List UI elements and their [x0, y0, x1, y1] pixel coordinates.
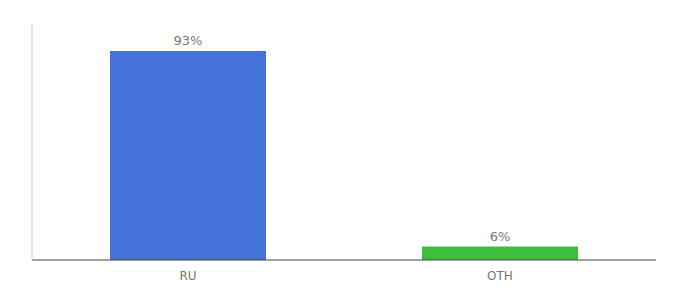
- y-axis-line: [32, 24, 33, 260]
- chart-container: 93% 6% RU OTH: [0, 0, 680, 300]
- x-tick-labels: RU OTH: [179, 269, 512, 283]
- data-label: 6%: [490, 229, 511, 244]
- bars: [110, 51, 578, 260]
- x-tick-label: RU: [179, 269, 196, 283]
- x-tick-label: OTH: [487, 269, 513, 283]
- bar: [422, 247, 578, 260]
- chart-svg: 93% 6% RU OTH: [0, 0, 680, 300]
- data-label: 93%: [174, 33, 203, 48]
- data-labels: 93% 6%: [174, 33, 511, 244]
- x-axis-line: [32, 260, 656, 261]
- bar: [110, 51, 266, 260]
